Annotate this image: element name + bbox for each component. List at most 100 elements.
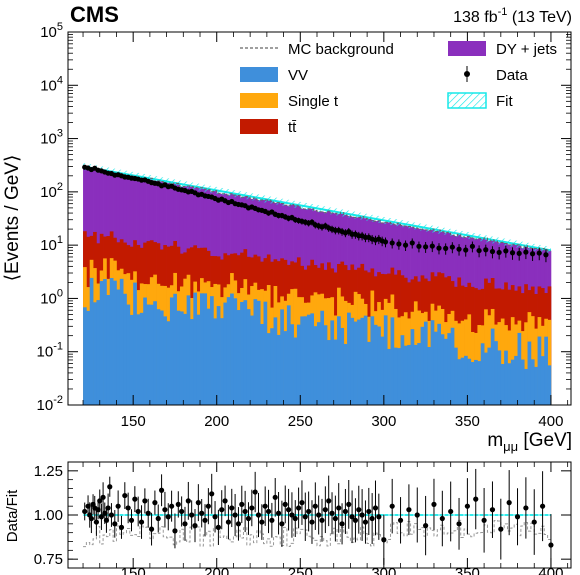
ratio-marker — [523, 505, 529, 511]
data-marker — [509, 250, 516, 256]
y-tick-base: 10 — [40, 184, 57, 201]
vv-bin — [109, 278, 114, 405]
ratio-marker — [245, 515, 252, 522]
ratio-marker — [219, 507, 225, 513]
ratio-marker — [531, 519, 537, 525]
legend-label: MC background — [288, 41, 394, 58]
data-point — [469, 241, 476, 253]
legend-label: Single t — [288, 93, 339, 110]
ratio-marker — [182, 521, 188, 527]
ratio-point — [93, 508, 100, 536]
vv-bin — [514, 355, 518, 405]
ratio-point — [362, 500, 369, 544]
vv-bin — [454, 347, 458, 405]
ratio-marker — [506, 500, 512, 506]
ratio-point — [125, 492, 131, 524]
y-tick-base: 10 — [37, 397, 54, 414]
ratio-point — [299, 480, 305, 525]
vv-bin — [363, 315, 368, 405]
ratio-marker — [255, 512, 262, 518]
ratio-marker — [489, 507, 496, 513]
ratio-marker — [235, 521, 242, 527]
vv-bin — [457, 359, 462, 405]
ratio-point — [414, 487, 420, 543]
vv-bin — [200, 293, 204, 405]
ratio-marker — [202, 517, 208, 523]
vv-bin — [86, 310, 91, 405]
vv-bin — [524, 368, 528, 405]
fit-curve — [82, 165, 552, 252]
legend-label: Data — [496, 67, 528, 84]
ratio-point — [192, 509, 198, 543]
ratio-marker — [448, 508, 454, 515]
ratio-point — [165, 503, 171, 531]
vv-bin — [179, 311, 184, 405]
vv-bin — [286, 305, 291, 405]
ratio-marker — [296, 505, 302, 511]
x-label-sub: μμ — [503, 439, 518, 454]
ratio-point — [262, 486, 268, 526]
ratio-marker — [362, 519, 369, 525]
vv-bin — [203, 293, 208, 405]
ratio-point — [336, 483, 342, 533]
ratio-marker — [205, 503, 211, 509]
ratio-point — [209, 473, 215, 514]
y-tick-label: 103 — [40, 128, 63, 148]
ratio-marker — [88, 515, 94, 522]
vv-bin — [226, 297, 231, 405]
ratio-marker — [329, 510, 335, 516]
ratio-point — [219, 490, 225, 530]
vv-bin — [156, 309, 161, 405]
data-marker — [443, 245, 449, 251]
vv-bin — [340, 327, 345, 405]
ratio-marker — [548, 542, 554, 548]
ratio-marker — [172, 528, 178, 534]
ratio-marker — [326, 498, 332, 504]
ratio-marker — [132, 496, 138, 502]
y-tick-exponent: 3 — [57, 128, 63, 140]
vv-bin — [133, 282, 137, 405]
ratio-marker — [138, 519, 145, 525]
vv-bin — [517, 332, 522, 405]
vv-bin — [173, 293, 177, 405]
ratio-point — [172, 513, 178, 549]
ratio-marker — [322, 507, 328, 513]
y-tick-label: 101 — [40, 234, 63, 254]
ratio-marker — [282, 501, 288, 507]
ratio-marker — [115, 503, 121, 509]
ratio-marker — [100, 494, 106, 500]
vv-bin — [126, 304, 131, 405]
vv-bin — [183, 313, 187, 405]
vv-bin — [507, 363, 512, 405]
ratio-marker — [175, 501, 181, 507]
ratio-marker — [145, 510, 151, 516]
vv-bin — [373, 324, 378, 405]
ratio-point — [225, 504, 232, 540]
mc-background-step — [83, 167, 551, 252]
x-label-unit: [GeV] — [518, 430, 572, 451]
vv-bin — [323, 325, 328, 405]
data-marker — [429, 243, 435, 249]
ratio-y-tick-label: 0.75 — [34, 551, 63, 568]
vv-bin — [93, 302, 97, 405]
ratio-marker — [82, 508, 88, 515]
ratio-point — [289, 492, 295, 538]
ratio-point — [118, 515, 125, 539]
vv-bin — [460, 357, 465, 405]
legend-swatch — [448, 41, 486, 56]
vv-bin — [193, 292, 198, 405]
vv-bin — [500, 363, 505, 405]
ratio-point — [182, 506, 188, 541]
ratio-marker — [285, 507, 292, 513]
ratio-marker — [97, 498, 103, 504]
data-point — [449, 242, 455, 254]
ratio-marker — [349, 514, 355, 520]
ratio-marker — [406, 507, 412, 513]
ratio-marker — [498, 526, 504, 532]
data-marker — [483, 247, 489, 253]
ratio-marker — [262, 503, 268, 509]
ratio-marker — [222, 498, 228, 504]
vv-bin — [343, 343, 348, 405]
x-tick-label: 400 — [538, 413, 563, 430]
vv-bin — [320, 310, 325, 405]
